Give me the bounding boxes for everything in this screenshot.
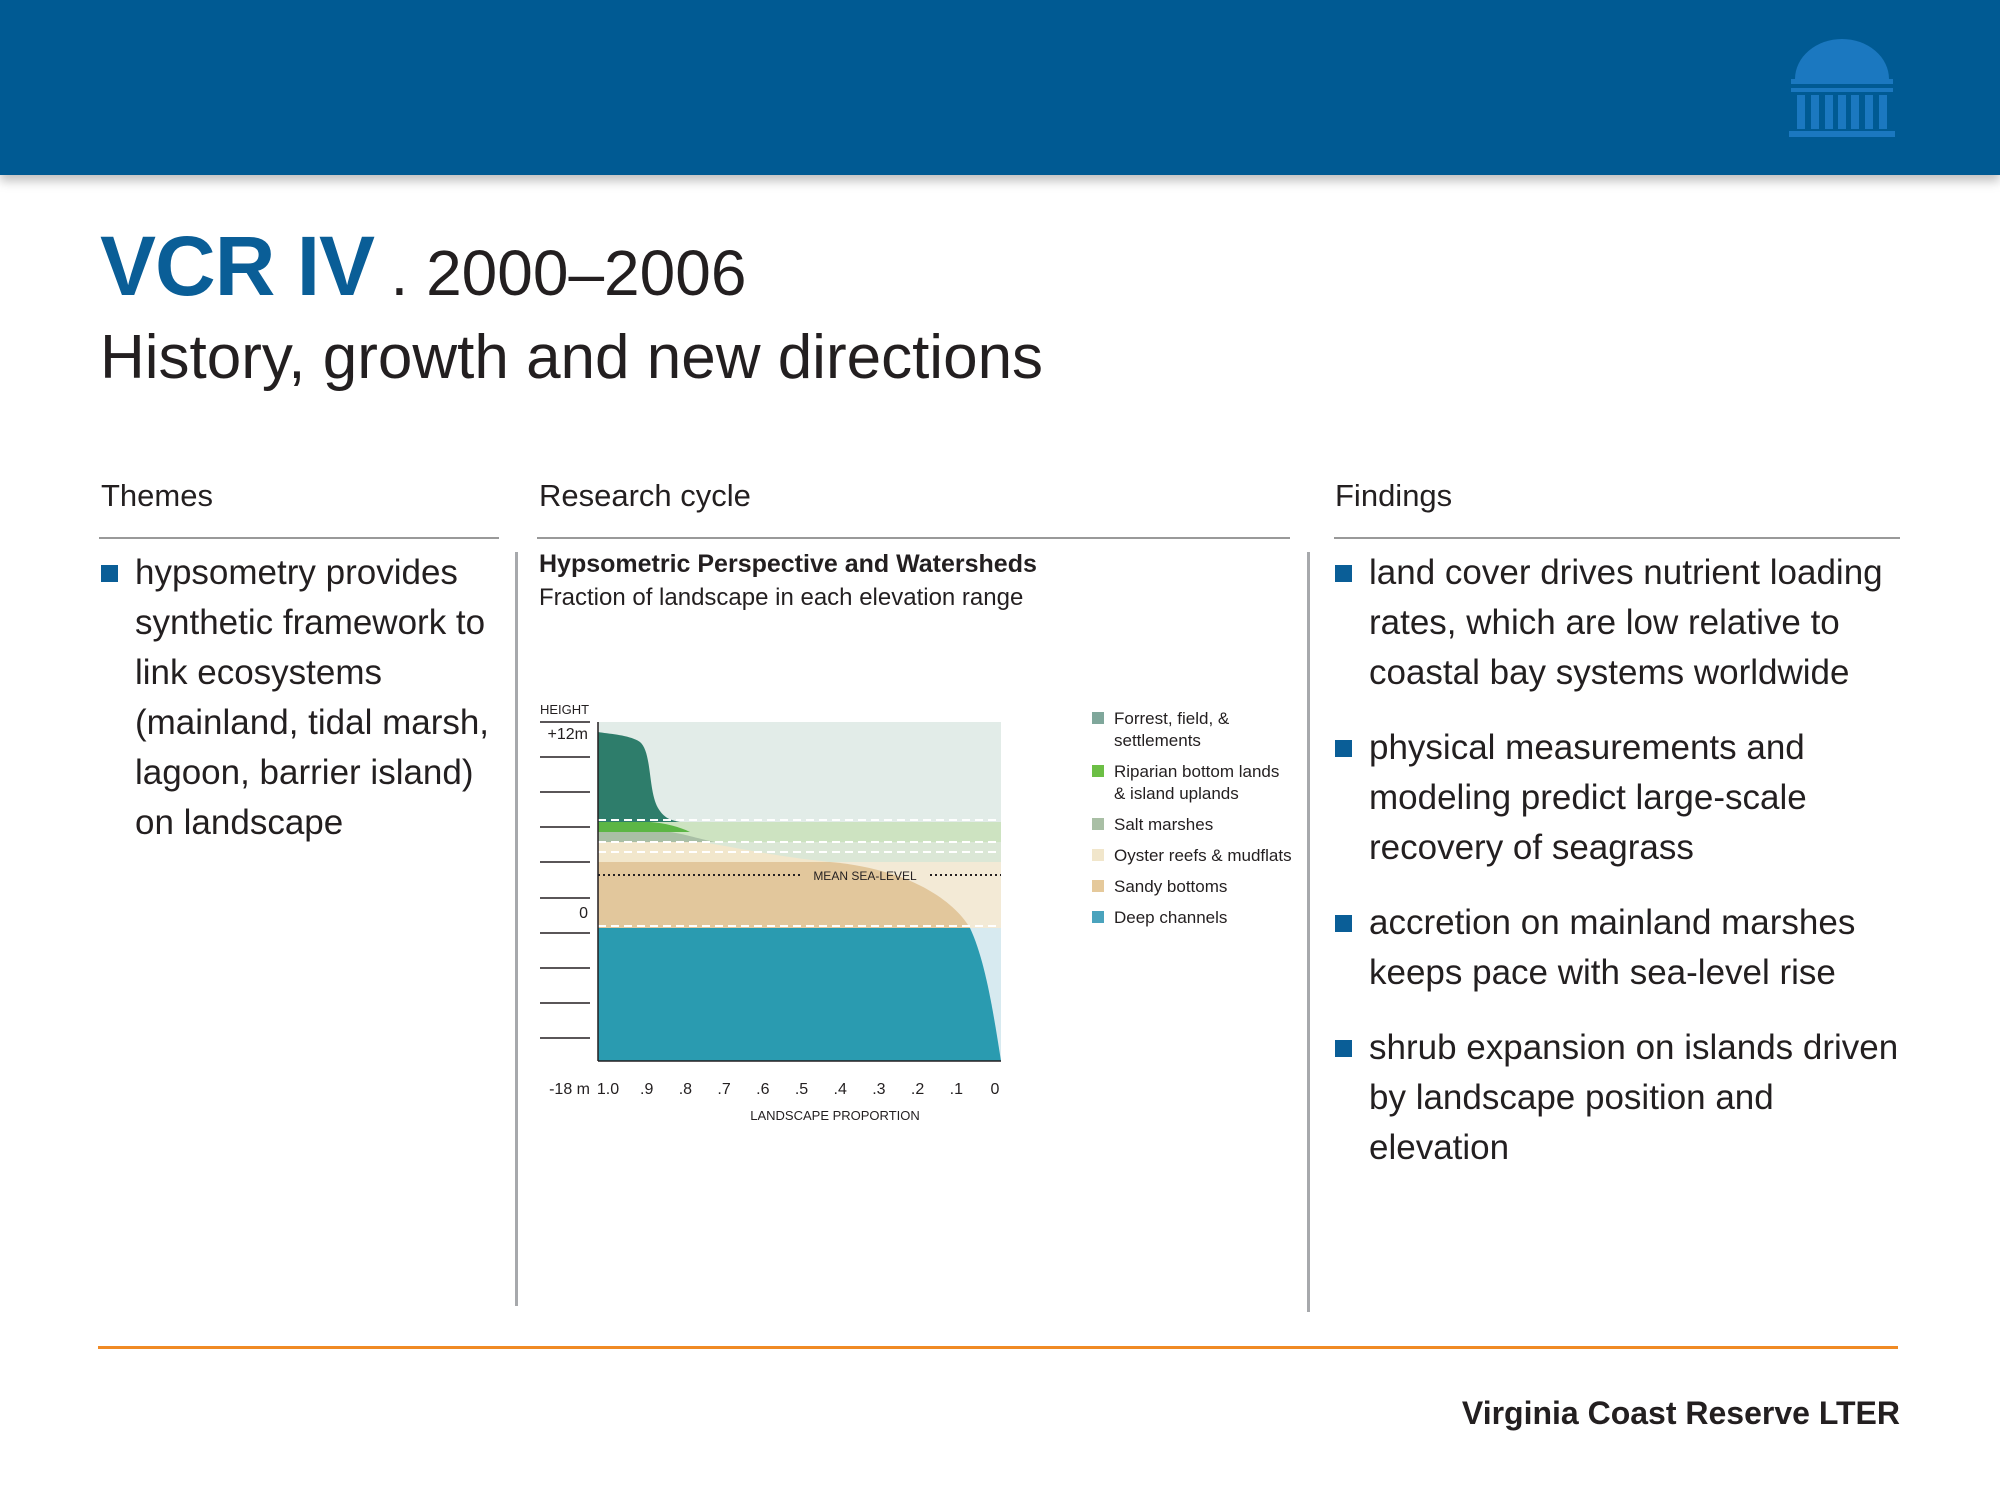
footer-text: Virginia Coast Reserve LTER <box>1461 1395 1900 1431</box>
y-tick-bottom: -18 m <box>549 1081 590 1098</box>
legend-swatch <box>1092 911 1104 923</box>
sea-level-label: MEAN SEA-LEVEL <box>813 869 917 883</box>
list-item: hypsometry provides synthetic framework … <box>101 548 501 848</box>
bullet-text: physical measurements and modeling predi… <box>1369 728 1807 867</box>
bullet-square-icon <box>1335 740 1352 757</box>
y-axis-ticks <box>540 721 590 1039</box>
area-deep-channels <box>598 928 1001 1061</box>
x-tick-label: .6 <box>756 1081 769 1098</box>
x-tick-labels: 1.0 .9 .8 .7 .6 .5 .4 .3 .2 .1 0 <box>597 1081 1000 1098</box>
area-oyster-mudflats <box>598 842 830 862</box>
bullet-text: accretion on mainland marshes keeps pace… <box>1369 903 1856 992</box>
research-heading: Research cycle <box>539 478 751 513</box>
hypsometry-chart: MEAN SEA-LEVEL HEIGHT +12m 0 -18 m 1.0 .9… <box>540 702 1292 1123</box>
chart-title: Hypsometric Perspective and Watersheds <box>539 550 1037 578</box>
x-tick-label: .4 <box>834 1081 847 1098</box>
title-years: . 2000–2006 <box>390 237 747 309</box>
page-title: VCR IV . 2000–2006 <box>100 218 746 315</box>
legend-label: Riparian bottom lands <box>1114 762 1279 781</box>
legend-label: Salt marshes <box>1114 815 1213 834</box>
area-sandy-bottoms <box>598 862 970 928</box>
list-item: land cover drives nutrient loading rates… <box>1335 548 1915 698</box>
chart-legend: Forrest, field, & settlements Riparian bot… <box>1092 709 1292 927</box>
legend-label: & island uplands <box>1114 784 1239 803</box>
bullet-square-icon <box>101 565 118 582</box>
legend-label: settlements <box>1114 731 1201 750</box>
y-axis-title: HEIGHT <box>540 702 589 717</box>
area-salt-marshes <box>598 832 715 842</box>
legend-label: Forrest, field, & <box>1114 709 1230 728</box>
legend-swatch <box>1092 818 1104 830</box>
x-tick-label: 1.0 <box>597 1081 619 1098</box>
y-tick-zero: 0 <box>579 905 588 922</box>
list-item: shrub expansion on islands driven by lan… <box>1335 1023 1915 1173</box>
chart-subtitle: Fraction of landscape in each elevation … <box>539 584 1024 611</box>
x-tick-label: 0 <box>991 1081 1000 1098</box>
legend-swatch <box>1092 880 1104 892</box>
findings-list: land cover drives nutrient loading rates… <box>1335 548 1915 1198</box>
list-item: accretion on mainland marshes keeps pace… <box>1335 898 1915 998</box>
area-riparian <box>598 822 690 832</box>
findings-heading: Findings <box>1335 478 1453 513</box>
legend-label: Deep channels <box>1114 908 1227 927</box>
divider-right <box>1307 552 1310 1312</box>
x-tick-label: .5 <box>795 1081 808 1098</box>
bottom-rule <box>98 1346 1898 1349</box>
research-rule <box>537 537 1290 539</box>
list-item: physical measurements and modeling predi… <box>1335 723 1915 873</box>
area-upland-forest <box>598 732 680 822</box>
y-tick-top: +12m <box>548 726 588 743</box>
x-axis-title: LANDSCAPE PROPORTION <box>750 1108 920 1123</box>
band-riparian <box>598 822 1001 842</box>
x-tick-label: .9 <box>640 1081 653 1098</box>
legend-swatch <box>1092 765 1104 777</box>
legend-label: Sandy bottoms <box>1114 877 1227 896</box>
findings-rule <box>1334 537 1900 539</box>
bullet-text: land cover drives nutrient loading rates… <box>1369 553 1883 692</box>
bullet-text: shrub expansion on islands driven by lan… <box>1369 1028 1899 1167</box>
legend-label: Oyster reefs & mudflats <box>1114 846 1292 865</box>
bullet-square-icon <box>1335 565 1352 582</box>
themes-rule <box>99 537 499 539</box>
x-tick-label: .8 <box>679 1081 692 1098</box>
x-tick-label: .2 <box>911 1081 924 1098</box>
legend-swatch <box>1092 849 1104 861</box>
themes-list: hypsometry provides synthetic framework … <box>101 548 501 873</box>
rotunda-logo-icon <box>1789 39 1895 137</box>
title-main: VCR IV <box>100 219 375 313</box>
divider-left <box>515 552 518 1306</box>
bullet-square-icon <box>1335 915 1352 932</box>
themes-heading: Themes <box>101 478 213 513</box>
header-banner <box>0 0 2000 175</box>
x-tick-label: .7 <box>717 1081 730 1098</box>
page-subtitle: History, growth and new directions <box>100 323 1044 392</box>
bullet-square-icon <box>1335 1040 1352 1057</box>
x-tick-label: .3 <box>872 1081 885 1098</box>
legend-swatch <box>1092 712 1104 724</box>
bullet-text: hypsometry provides synthetic framework … <box>135 553 490 842</box>
x-tick-label: .1 <box>950 1081 963 1098</box>
